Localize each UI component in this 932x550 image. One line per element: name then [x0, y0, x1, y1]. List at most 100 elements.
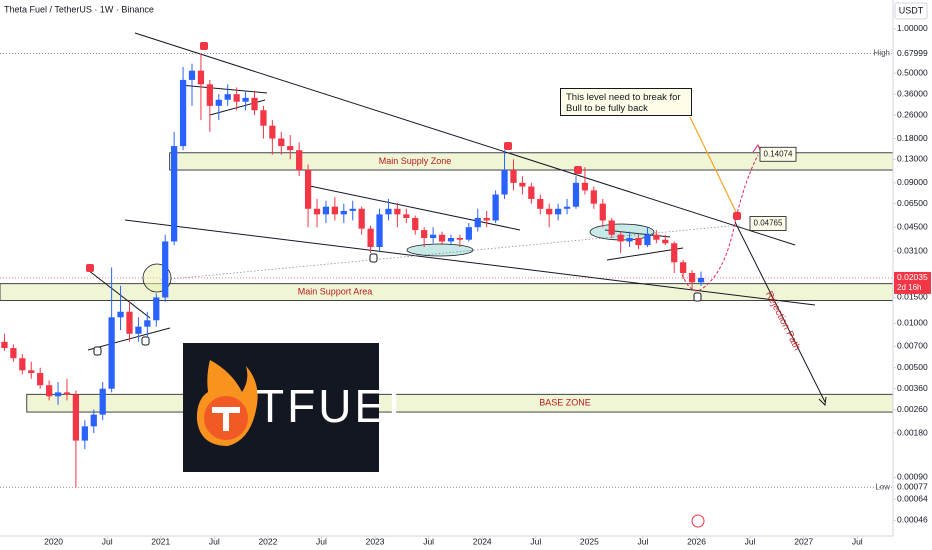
y-tick-label: 0.00064 [897, 493, 928, 503]
callout: This level need to break for Bull to be … [560, 88, 692, 116]
x-tick-label: Jul [852, 536, 863, 546]
y-tick-label: 0.13000 [897, 154, 928, 164]
logo-text: TFUEL [256, 380, 417, 432]
event-icon [691, 514, 705, 528]
candle-body [474, 217, 481, 228]
candle-body [438, 234, 446, 242]
candle-body [572, 182, 580, 207]
candle-body [233, 94, 240, 102]
candle-body [19, 358, 26, 371]
candle-body [483, 217, 490, 221]
zone-label: Main Support Area [298, 286, 373, 296]
marker [504, 142, 512, 150]
candle-body [251, 97, 258, 111]
candle-body [287, 146, 294, 151]
y-tick-label: 0.06500 [897, 198, 928, 208]
candle-body [358, 208, 365, 229]
x-tick-label: Jul [745, 536, 756, 546]
x-tick-label: 2020 [44, 536, 63, 546]
chart-title: Theta Fuel / TetherUS · 1W · Binance [4, 4, 154, 14]
x-tick-label: 2021 [151, 536, 170, 546]
x-tick-label: Jul [316, 536, 327, 546]
candle-body [135, 326, 142, 334]
x-tick-label: 2026 [687, 536, 706, 546]
candle-body [456, 238, 464, 240]
candle-body [269, 125, 276, 139]
trend-line [124, 219, 816, 306]
x-tick-label: 2022 [258, 536, 277, 546]
candle-body [171, 146, 178, 242]
y-tick-label: 0.09000 [897, 177, 928, 187]
candle-body [1, 341, 8, 349]
y-tick-label: 0.18000 [897, 133, 928, 143]
trend-line [134, 32, 796, 246]
last-price: 0.02035 [897, 272, 928, 282]
candle-body [260, 110, 267, 126]
x-tick-label: Jul [102, 536, 113, 546]
logo-t [223, 407, 229, 431]
candle-body [501, 170, 508, 195]
candle-body [429, 234, 437, 239]
candle-body [662, 239, 669, 244]
candle-body [635, 238, 642, 246]
x-tick-label: 2025 [580, 536, 599, 546]
candle-body [519, 182, 526, 187]
hand-icon [369, 253, 378, 263]
candle-body [688, 272, 696, 283]
y-tick-label: 0.00360 [897, 383, 928, 393]
currency: USDT [899, 5, 924, 15]
candle-body [680, 262, 687, 273]
candle-body [188, 70, 196, 80]
triangle-line [179, 84, 268, 94]
candle-body [608, 220, 615, 235]
candle-body [492, 194, 499, 221]
candle-body [153, 297, 160, 321]
candle-body [313, 208, 321, 215]
marker [86, 264, 94, 272]
x-tick-label: 2024 [473, 536, 492, 546]
candle-body [37, 373, 44, 386]
price-label: 0.00077 [897, 482, 928, 492]
candle-body [206, 84, 213, 106]
candle-body [10, 348, 17, 359]
candle-body [242, 97, 249, 102]
candle-body [197, 70, 205, 85]
rejection-path [734, 221, 826, 403]
candle-body [671, 243, 678, 263]
price-label-box [894, 481, 931, 494]
candle-body [108, 317, 115, 389]
y-tick-label: 0.00260 [897, 404, 928, 414]
candle-body [537, 198, 544, 209]
price-label-name: High [874, 49, 890, 58]
candle-body [81, 426, 88, 441]
hand-icon [693, 292, 702, 302]
hand-icon [141, 336, 150, 346]
x-tick-label: 2027 [794, 536, 813, 546]
candle-body [331, 206, 339, 215]
candle-body [90, 414, 97, 427]
candle-body [447, 238, 455, 242]
candle-body [224, 94, 231, 100]
candle-body [340, 210, 347, 215]
candle-body [412, 217, 419, 231]
candle-body [510, 170, 517, 183]
candle-body [215, 99, 222, 106]
bull-path [679, 154, 759, 292]
target-label: 0.04765 [754, 219, 783, 228]
price-label-box [894, 47, 931, 60]
candle-body [162, 241, 169, 298]
price-label: 0.67999 [897, 48, 928, 58]
candle-body [421, 230, 428, 239]
y-tick-label: 1.00000 [897, 23, 928, 33]
triangle-line [87, 269, 151, 319]
trend-line [304, 184, 521, 231]
highlight-ellipse [406, 243, 474, 257]
x-tick-label: Jul [638, 536, 649, 546]
candle-body [126, 311, 133, 334]
candle-body [117, 311, 124, 318]
target-label: 0.14074 [764, 149, 793, 158]
logo: TFUEL [183, 343, 417, 472]
zone-label: Main Supply Zone [379, 156, 452, 166]
y-tick-label: 0.01000 [897, 318, 928, 328]
